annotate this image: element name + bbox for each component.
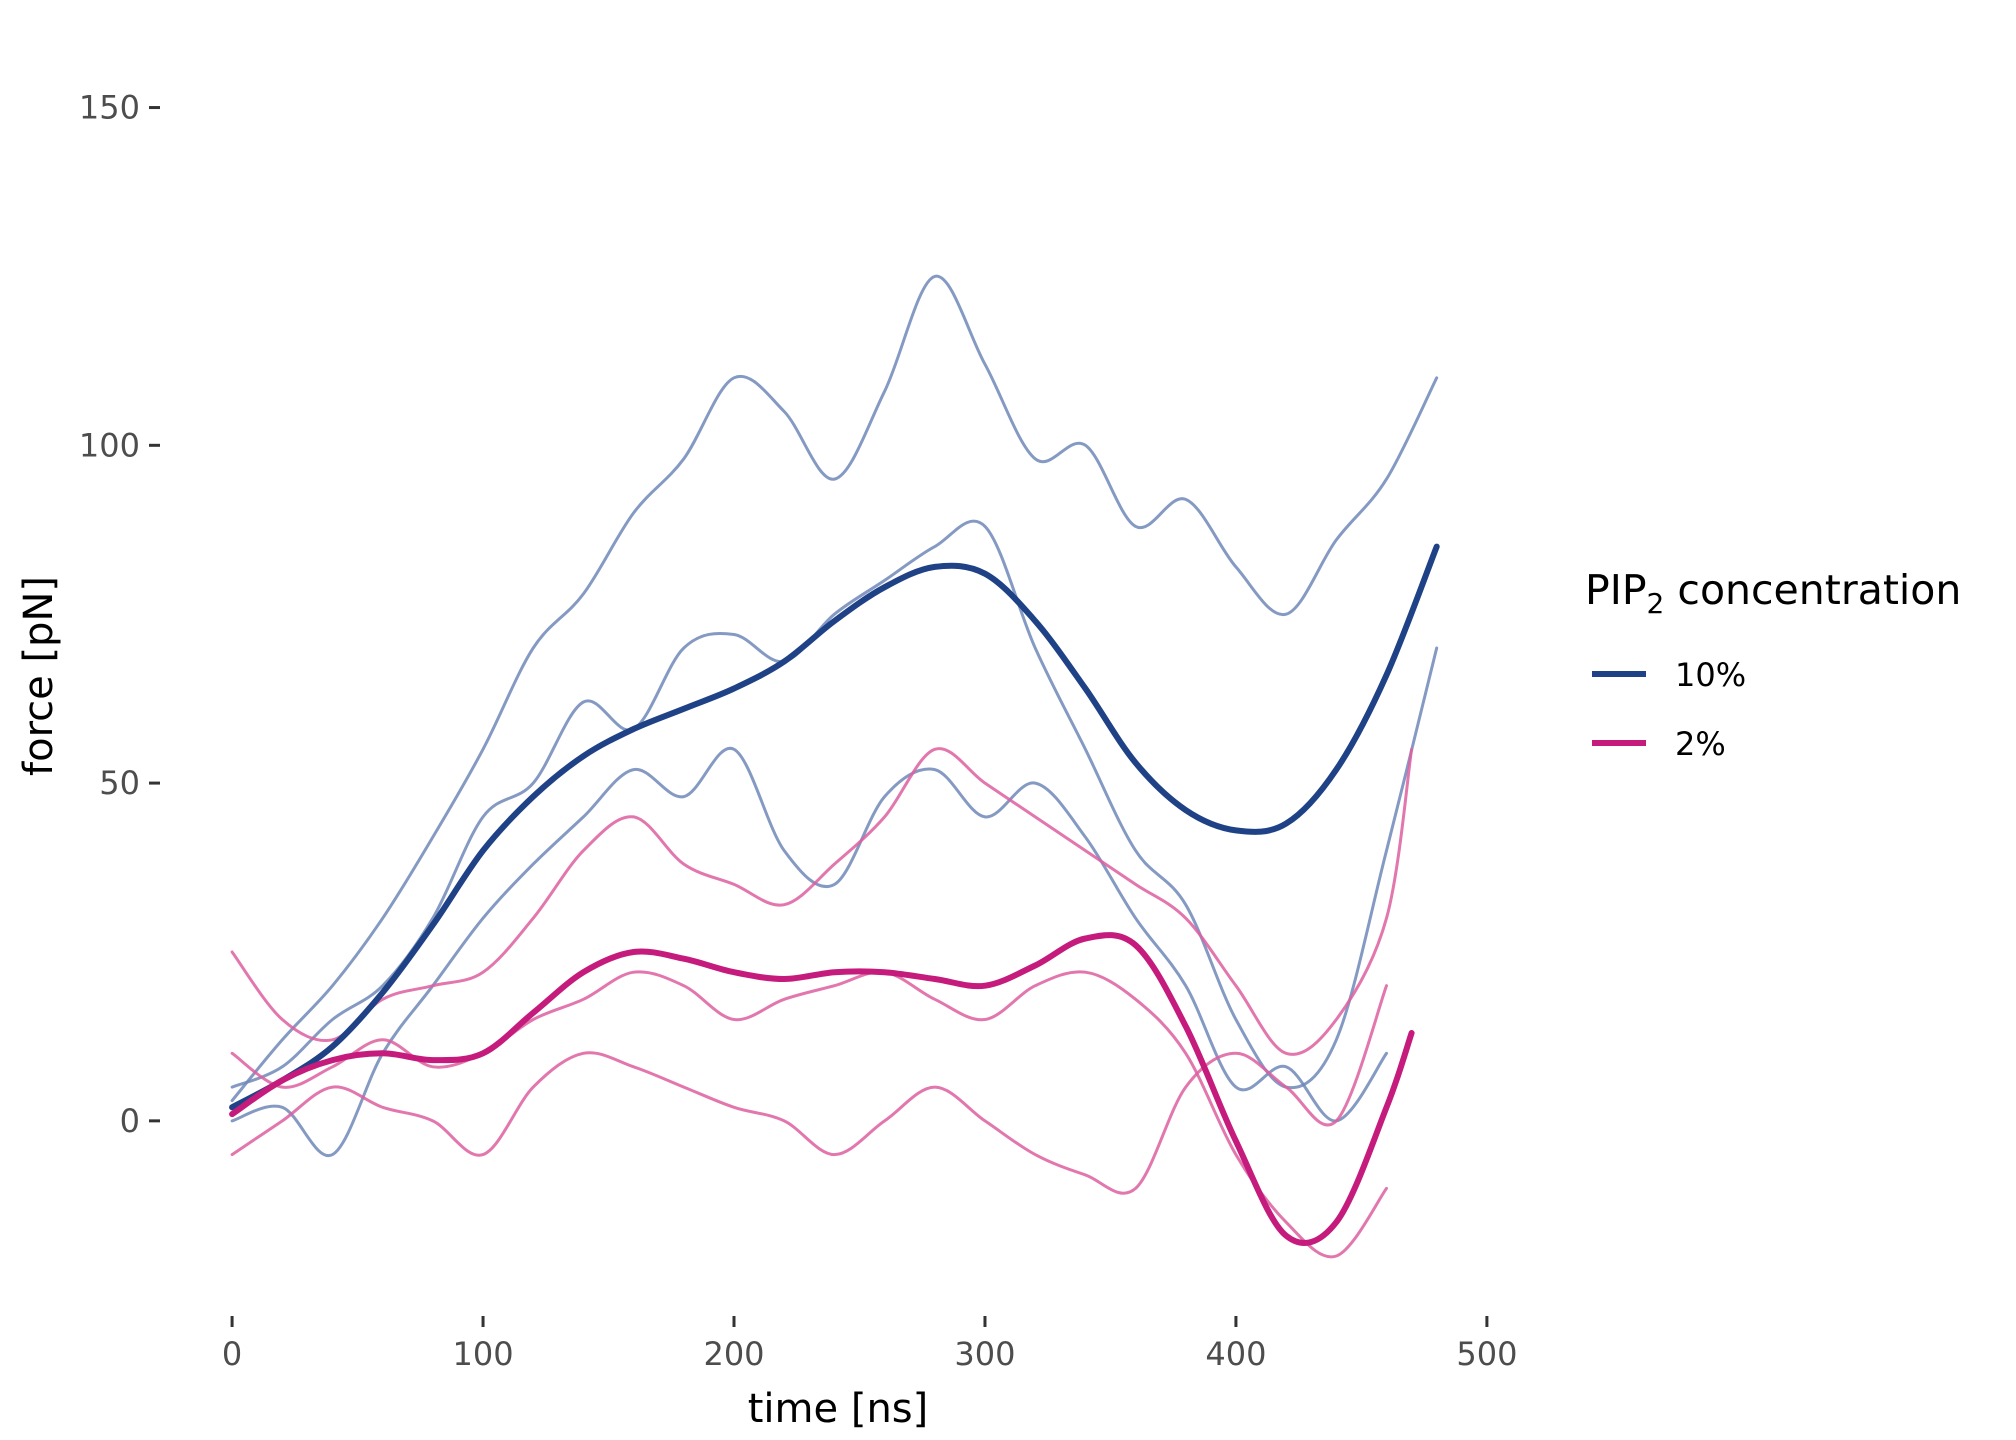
legend-title-subscript: 2 <box>1647 587 1665 620</box>
x-tick-label: 300 <box>954 1335 1015 1373</box>
replicate-line-2 <box>230 519 1439 1090</box>
replicate-line-5 <box>230 970 1388 1259</box>
replicate-line-3 <box>230 746 1388 1158</box>
legend-label-10-percent: 10% <box>1675 656 1746 694</box>
replicate-lines <box>230 274 1439 1259</box>
replicate-line-6 <box>230 984 1388 1195</box>
smoothed-lines <box>229 543 1440 1246</box>
legend: PIP2 concentration 10% 2% <box>1585 566 1961 763</box>
x-tick-label: 500 <box>1456 1335 1517 1373</box>
y-axis-title: force [pN] <box>16 576 62 776</box>
y-tick-label: 150 <box>79 89 140 127</box>
y-axis: 0 50 100 150 <box>79 89 160 1140</box>
x-tick-label: 400 <box>1205 1335 1266 1373</box>
smooth-line-10-percent <box>229 543 1440 1111</box>
x-tick-label: 200 <box>703 1335 764 1373</box>
y-tick-label: 50 <box>99 764 140 802</box>
replicate-line-4 <box>230 747 1414 1056</box>
y-tick-label: 100 <box>79 426 140 464</box>
legend-title: PIP2 concentration <box>1585 566 1961 620</box>
legend-title-rest: concentration <box>1664 566 1961 614</box>
legend-label-2-percent: 2% <box>1675 725 1726 763</box>
x-axis-title: time [ns] <box>748 1386 929 1432</box>
x-tick-label: 0 <box>222 1335 242 1373</box>
smooth-line-2-percent <box>229 932 1415 1246</box>
legend-title-main: PIP <box>1585 566 1647 614</box>
replicate-line-1 <box>230 274 1439 1103</box>
x-tick-label: 100 <box>453 1335 514 1373</box>
x-axis: 0 100 200 300 400 500 <box>222 1316 1517 1373</box>
y-tick-label: 0 <box>120 1102 140 1140</box>
